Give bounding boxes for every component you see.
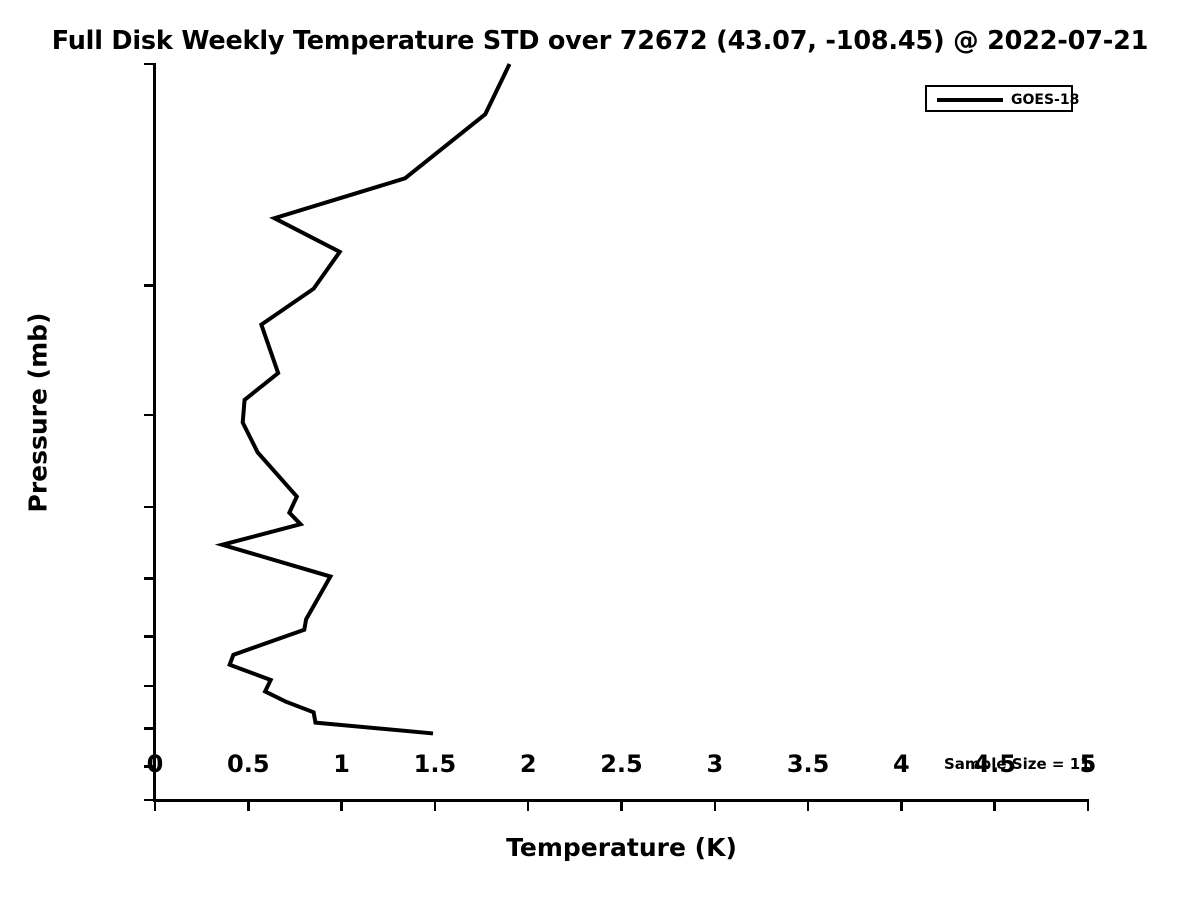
- x-tick-label: 5: [1079, 750, 1097, 778]
- x-tick-mark: [153, 800, 157, 811]
- x-tick-label: 1: [333, 750, 350, 778]
- x-tick-mark: [247, 800, 250, 811]
- x-tick-mark: [900, 800, 903, 811]
- x-tick-mark: [526, 800, 530, 811]
- x-tick-label: 4.5: [973, 750, 1016, 778]
- x-tick-label: 0: [146, 750, 164, 778]
- x-tick-mark: [806, 800, 810, 811]
- legend-entry-label: GOES-18: [1011, 92, 1080, 108]
- y-tick-mark: [144, 577, 155, 580]
- y-axis-label: Pressure (mb): [23, 312, 53, 513]
- x-tick-label: 3: [706, 750, 724, 778]
- sample-size-annotation: Sample Size = 11: [944, 755, 1091, 773]
- y-tick-mark: [144, 635, 155, 638]
- legend: GOES-18: [925, 85, 1079, 112]
- x-tick-label: 2: [519, 750, 537, 778]
- y-tick-mark: [144, 413, 155, 417]
- x-tick-label: 3.5: [786, 750, 830, 778]
- y-axis-spine: [153, 63, 156, 802]
- y-tick-mark: [144, 727, 155, 730]
- x-tick-label: 2.5: [600, 750, 643, 778]
- x-tick-mark: [713, 800, 717, 811]
- y-tick-mark: [144, 684, 155, 688]
- x-tick-mark: [340, 800, 343, 811]
- y-tick-mark: [144, 765, 155, 768]
- y-tick-mark: [144, 62, 155, 66]
- y-tick-mark: [144, 798, 155, 802]
- y-tick-mark: [144, 284, 155, 287]
- x-tick-mark: [620, 800, 623, 811]
- x-tick-mark: [1086, 800, 1090, 811]
- x-tick-mark: [433, 800, 437, 811]
- x-tick-mark: [993, 800, 996, 811]
- x-tick-label: 1.5: [413, 750, 457, 778]
- line-series-goes-18: [214, 63, 512, 736]
- x-tick-label: 0.5: [227, 750, 270, 778]
- x-axis-label: Temperature (K): [506, 833, 737, 862]
- plot-area: [144, 62, 1090, 811]
- page-title: Full Disk Weekly Temperature STD over 72…: [51, 26, 1149, 56]
- x-tick-label: 4: [893, 750, 910, 778]
- y-tick-mark: [144, 505, 155, 509]
- data-series-svg: [214, 63, 512, 736]
- legend-line-swatch: [937, 98, 1003, 102]
